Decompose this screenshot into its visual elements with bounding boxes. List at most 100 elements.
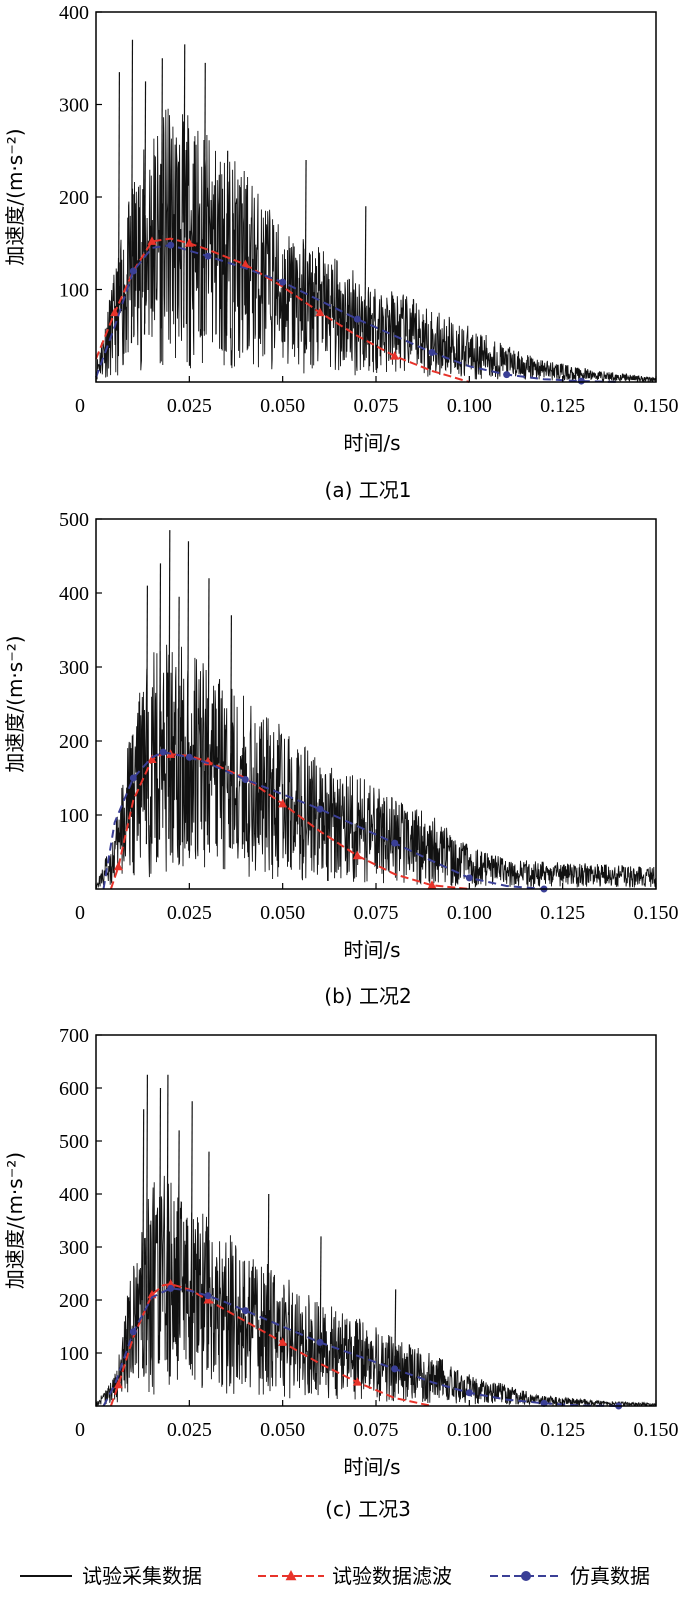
- simulation-marker: [167, 241, 175, 249]
- y-tick-label: 100: [59, 1343, 89, 1365]
- x-tick-label: 0.100: [447, 395, 492, 417]
- x-tick-label: 0.125: [540, 902, 585, 924]
- legend-item-raw: 试验采集数据: [20, 1564, 202, 1588]
- simulation-marker: [540, 1399, 548, 1407]
- x-tick-label: 0: [75, 395, 85, 417]
- filtered-marker: [147, 236, 157, 245]
- panel-b: 0 0.025 0.050 0.075 0.100 0.125 0.150 100 200 300…: [3, 509, 679, 1008]
- simulation-marker: [391, 839, 399, 847]
- filtered-marker: [110, 307, 120, 317]
- y-tick-label: 400: [59, 583, 89, 605]
- caption-b: (b) 工况2: [324, 984, 411, 1008]
- raw-data-series-a: [95, 39, 657, 383]
- legend-label-simulation: 仿真数据: [570, 1564, 650, 1588]
- raw-data-spike: [207, 1151, 210, 1368]
- simulation-marker: [185, 753, 193, 761]
- y-tick-label: 400: [59, 2, 89, 24]
- x-tick-label: 0.050: [260, 395, 305, 417]
- y-tick-label: 300: [59, 1237, 89, 1259]
- panel-a: 0 0.025 0.050 0.075 0.100 0.125 0.150 100 200 300…: [3, 2, 679, 502]
- raw-data-spike: [364, 206, 367, 361]
- raw-data-spike: [304, 159, 307, 354]
- raw-data-spike: [142, 1109, 145, 1369]
- legend-swatch-marker: [521, 1571, 531, 1581]
- y-tick-label: 100: [59, 805, 89, 827]
- x-tick-label: 0.075: [354, 395, 399, 417]
- filtered-marker: [184, 238, 194, 247]
- legend-item-simulation: 仿真数据: [490, 1564, 650, 1588]
- x-tick-label: 0.025: [167, 395, 212, 417]
- y-tick-label: 200: [59, 187, 89, 209]
- raw-data-spike: [143, 81, 147, 335]
- simulation-line: [102, 751, 545, 890]
- filtered-marker: [427, 880, 437, 889]
- x-tick-label: 0: [75, 1419, 85, 1441]
- simulation-series-c: [102, 1284, 623, 1410]
- filtered-marker: [352, 1377, 362, 1386]
- raw-data-spike: [394, 1289, 397, 1392]
- legend-swatch-marker: [285, 1570, 297, 1581]
- raw-data-spike: [226, 150, 229, 336]
- x-tick-label: 0.075: [354, 902, 399, 924]
- simulation-marker: [465, 1389, 473, 1397]
- raw-data-spike: [267, 1193, 270, 1378]
- filtered-marker: [113, 1379, 123, 1389]
- raw-data-spike: [183, 44, 186, 328]
- y-axis-label-b: 加速度/(m·s⁻²): [3, 635, 27, 772]
- x-tick-label: 0.025: [167, 1419, 212, 1441]
- y-tick-label: 100: [59, 280, 89, 302]
- raw-data-spike: [186, 541, 190, 842]
- raw-data-spike: [190, 1101, 193, 1365]
- x-tick-label: 0.075: [354, 1419, 399, 1441]
- simulation-marker: [129, 774, 137, 782]
- simulation-marker: [577, 377, 585, 385]
- x-axis-label-b: 时间/s: [343, 938, 400, 962]
- simulation-line: [95, 244, 619, 383]
- filtered-marker: [240, 259, 250, 269]
- caption-a: (a) 工况1: [325, 478, 412, 502]
- x-tick-label: 0.150: [634, 1419, 679, 1441]
- y-tick-label: 200: [59, 731, 89, 753]
- simulation-marker: [353, 315, 361, 323]
- raw-data-series-c: [95, 1074, 657, 1408]
- simulation-marker: [167, 1284, 175, 1292]
- raw-data-spike: [203, 62, 206, 332]
- filtered-line: [109, 1283, 433, 1407]
- x-tick-label: 0.150: [634, 395, 679, 417]
- simulation-marker: [129, 267, 137, 275]
- simulation-marker: [204, 1292, 212, 1300]
- x-tick-label: 0.050: [260, 902, 305, 924]
- raw-data-spike: [145, 1074, 148, 1366]
- axes-a: 0 0.025 0.050 0.075 0.100 0.125 0.150 100 200 300…: [59, 2, 679, 417]
- x-tick-label: 0.100: [447, 902, 492, 924]
- simulation-marker: [279, 278, 287, 286]
- filtered-marker: [278, 798, 288, 808]
- raw-data-spike: [229, 615, 232, 849]
- filtered-marker: [147, 754, 157, 763]
- legend-label-filtered: 试验数据滤波: [332, 1564, 452, 1588]
- y-tick-label: 500: [59, 509, 89, 531]
- raw-data-spike: [117, 72, 120, 357]
- raw-data-series-b: [95, 530, 657, 889]
- raw-data-spike: [177, 596, 180, 840]
- x-tick-label: 0.150: [634, 902, 679, 924]
- filtered-marker: [390, 351, 400, 360]
- axes-b: 0 0.025 0.050 0.075 0.100 0.125 0.150 100 200 300…: [59, 509, 679, 924]
- raw-data-spike: [130, 39, 134, 344]
- legend: 试验采集数据 试验数据滤波 仿真数据: [20, 1564, 650, 1588]
- raw-data-spike: [158, 1087, 162, 1360]
- y-tick-label: 300: [59, 95, 89, 117]
- raw-data-spike: [160, 58, 163, 329]
- raw-data-spike: [319, 1236, 322, 1385]
- x-tick-label: 0.125: [540, 1419, 585, 1441]
- x-tick-label: 0.050: [260, 1419, 305, 1441]
- simulation-marker: [159, 748, 167, 756]
- x-axis-label-a: 时间/s: [343, 431, 400, 455]
- simulation-marker: [503, 371, 511, 379]
- simulation-marker: [241, 775, 249, 783]
- filtered-marker: [166, 1279, 176, 1288]
- x-tick-label: 0: [75, 902, 85, 924]
- simulation-marker: [241, 1307, 249, 1315]
- y-tick-label: 500: [59, 1131, 89, 1153]
- y-tick-label: 400: [59, 1184, 89, 1206]
